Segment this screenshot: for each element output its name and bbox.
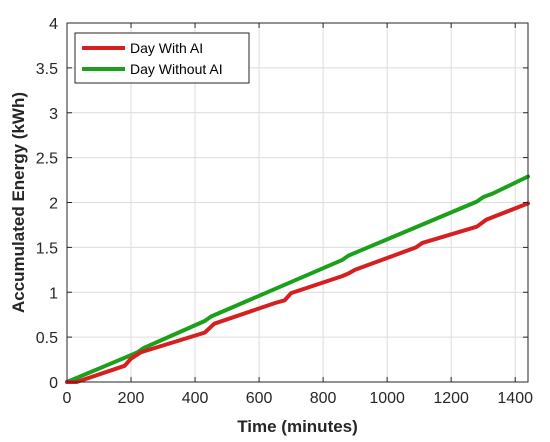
legend-box bbox=[74, 32, 250, 84]
y-tick-label: 4 bbox=[49, 16, 58, 33]
series-line-day-with-ai bbox=[65, 201, 530, 384]
y-tick-label: 0.5 bbox=[36, 330, 58, 347]
x-tick-label: 1200 bbox=[433, 390, 469, 407]
y-tick-label: 0 bbox=[49, 375, 58, 392]
x-tick-label: 800 bbox=[310, 390, 337, 407]
axis-ticks: 0 200 400 600 800 1000 1200 1400 0 0.5 1 1.5 2 2.5 3 3.… bbox=[36, 16, 533, 407]
x-axis-label: Time (minutes) bbox=[237, 417, 358, 436]
x-tick-label: 1000 bbox=[369, 390, 405, 407]
x-tick-label: 1400 bbox=[497, 390, 533, 407]
y-tick-label: 1 bbox=[49, 285, 58, 302]
x-tick-label: 400 bbox=[182, 390, 209, 407]
x-tick-label: 200 bbox=[118, 390, 145, 407]
series-lines bbox=[65, 174, 530, 384]
legend-label-day-with-ai: Day With AI bbox=[130, 40, 203, 56]
legend-label-day-without-ai: Day Without AI bbox=[130, 61, 223, 77]
y-tick-label: 2 bbox=[49, 196, 58, 213]
y-tick-label: 3 bbox=[49, 106, 58, 123]
legend: Day With AI Day Without AI bbox=[74, 32, 250, 84]
y-axis-label: Accumulated Energy (kWh) bbox=[9, 92, 28, 313]
x-tick-label: 0 bbox=[63, 390, 72, 407]
y-tick-label: 3.5 bbox=[36, 61, 58, 78]
y-tick-label: 1.5 bbox=[36, 240, 58, 257]
x-tick-label: 600 bbox=[246, 390, 273, 407]
series-line-day-without-ai bbox=[65, 174, 530, 384]
y-tick-label: 2.5 bbox=[36, 151, 58, 168]
